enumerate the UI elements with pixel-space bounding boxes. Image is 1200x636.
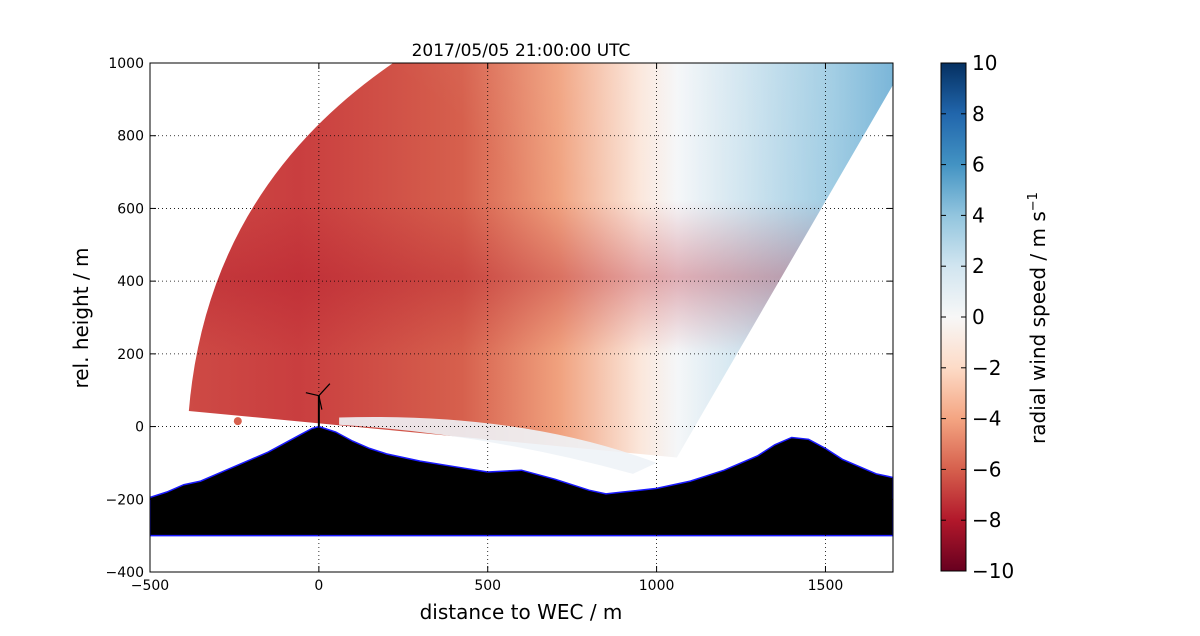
x-tick-label: −500 [131, 578, 169, 594]
y-tick-label: 800 [117, 129, 144, 145]
colorbar-tick-label: −8 [972, 508, 1001, 532]
turbine-blade [318, 383, 331, 397]
grid-lines [150, 63, 893, 572]
terrain-profile [150, 425, 893, 537]
colorbar-ticks: −10 −8 −6 −4 −2 0 2 4 6 8 10 [941, 51, 1014, 583]
colorbar-tick-label: 0 [972, 305, 985, 329]
x-tick-label: 1500 [808, 578, 844, 594]
y-tick-label: 400 [117, 274, 144, 290]
colorbar-tick-label: 10 [972, 51, 997, 75]
colorbar-tick-label: 6 [972, 153, 985, 177]
lidar-marker [233, 417, 242, 426]
colorbar-tick-label: −2 [972, 356, 1001, 380]
colorbar-tick-label: 4 [972, 203, 985, 227]
x-axis-ticks: −500 0 500 1000 1500 [131, 63, 844, 594]
y-tick-label: −200 [106, 492, 144, 508]
colorbar-tick-label: −6 [972, 457, 1001, 481]
turbine-blade [318, 395, 323, 410]
y-tick-label: 1000 [108, 56, 144, 72]
colorbar-tick-label: −10 [972, 559, 1014, 583]
x-tick-label: 1000 [639, 578, 675, 594]
x-axis-label: distance to WEC / m [420, 600, 623, 624]
x-tick-label: 0 [314, 578, 323, 594]
y-axis-label: rel. height / m [69, 247, 93, 388]
y-tick-label: 0 [135, 420, 144, 436]
colorbar-tick-label: 8 [972, 102, 985, 126]
y-tick-label: 200 [117, 347, 144, 363]
y-axis-ticks: −400 −200 0 200 400 600 800 1000 [106, 56, 893, 581]
plot-area: −500 0 500 1000 1500 −400 −200 0 200 400 600 800 10… [106, 56, 894, 594]
colorbar-label: radial wind speed / m s−1 [1026, 192, 1050, 444]
y-tick-label: −400 [106, 565, 144, 581]
near-ground-low-speed-band [339, 416, 657, 474]
turbine-blade [305, 392, 319, 397]
x-tick-label: 500 [474, 578, 501, 594]
chart-title: 2017/05/05 21:00:00 UTC [412, 41, 631, 61]
axes-frame [149, 62, 894, 573]
wind-field-highlight [188, 63, 893, 458]
y-tick-label: 600 [117, 201, 144, 217]
colorbar-tick-label: −4 [972, 407, 1001, 431]
colorbar: −10 −8 −6 −4 −2 0 2 4 6 8 10 radial wind speed / m… [940, 51, 1050, 583]
colorbar-tick-label: 2 [972, 254, 985, 278]
